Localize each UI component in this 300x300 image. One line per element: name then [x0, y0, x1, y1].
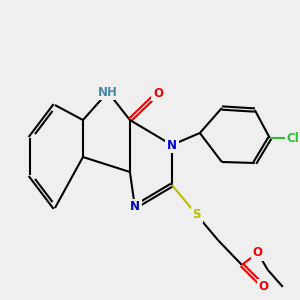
Text: Cl: Cl [286, 131, 299, 145]
Text: S: S [193, 208, 201, 221]
Text: O: O [253, 246, 263, 260]
Text: O: O [259, 280, 269, 293]
Text: N: N [167, 139, 177, 152]
Text: O: O [153, 86, 163, 100]
Text: N: N [130, 200, 140, 214]
Text: NH: NH [98, 85, 118, 98]
